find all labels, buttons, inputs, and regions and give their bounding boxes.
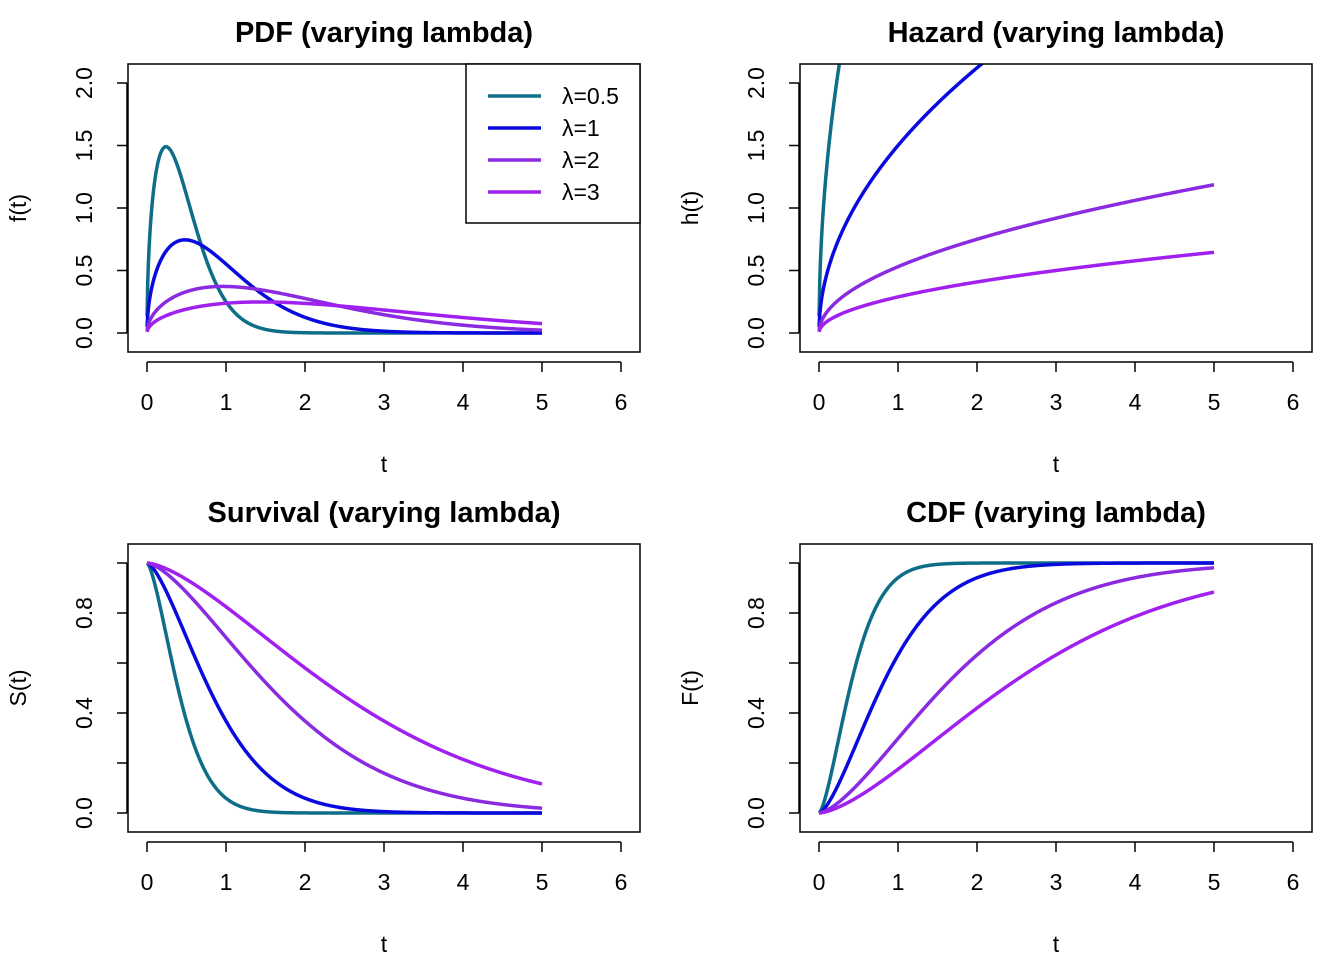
x-tick-label: 3 (1050, 389, 1063, 415)
x-tick-label: 0 (141, 389, 154, 415)
x-tick-label: 3 (378, 389, 391, 415)
x-tick-label: 6 (1287, 389, 1300, 415)
y-tick-label: 1.0 (71, 192, 97, 224)
x-axis-label: t (1053, 451, 1060, 477)
chart-title: PDF (varying lambda) (235, 17, 533, 49)
x-tick-label: 4 (457, 869, 470, 895)
y-tick-label: 0.5 (743, 255, 769, 287)
legend-label: λ=0.5 (562, 83, 619, 109)
y-axis-label: f(t) (5, 194, 31, 222)
y-tick-label: 0.8 (743, 597, 769, 629)
chart-title: CDF (varying lambda) (906, 497, 1206, 529)
x-tick-label: 2 (299, 869, 312, 895)
x-tick-label: 4 (457, 389, 470, 415)
y-tick-label: 0.4 (743, 697, 769, 729)
y-tick-label: 0.0 (71, 797, 97, 829)
x-tick-label: 2 (971, 869, 984, 895)
y-tick-label: 0.8 (71, 597, 97, 629)
y-tick-label: 0.0 (743, 797, 769, 829)
x-tick-label: 3 (1050, 869, 1063, 895)
x-tick-label: 1 (220, 389, 233, 415)
legend: λ=0.5 λ=1 λ=2 λ=3 (466, 64, 640, 223)
y-tick-label: 0.0 (71, 317, 97, 349)
chart-title: Hazard (varying lambda) (888, 17, 1225, 49)
x-tick-label: 5 (1208, 869, 1221, 895)
x-tick-label: 4 (1129, 869, 1142, 895)
x-axis-label: t (381, 931, 388, 957)
x-tick-label: 1 (220, 869, 233, 895)
legend-label: λ=1 (562, 115, 600, 141)
x-tick-label: 6 (615, 869, 628, 895)
x-tick-label: 1 (892, 869, 905, 895)
x-tick-label: 6 (1287, 869, 1300, 895)
chart-title: Survival (varying lambda) (208, 497, 561, 529)
legend-label: λ=3 (562, 179, 600, 205)
x-tick-label: 0 (813, 869, 826, 895)
y-axis-label: S(t) (5, 669, 31, 706)
x-tick-label: 3 (378, 869, 391, 895)
x-tick-label: 1 (892, 389, 905, 415)
y-tick-label: 1.0 (743, 192, 769, 224)
x-tick-label: 2 (299, 389, 312, 415)
x-axis-label: t (381, 451, 388, 477)
y-tick-label: 2.0 (71, 67, 97, 99)
y-tick-label: 1.5 (71, 130, 97, 162)
y-tick-label: 0.0 (743, 317, 769, 349)
x-axis-label: t (1053, 931, 1060, 957)
x-tick-label: 5 (536, 389, 549, 415)
x-tick-label: 0 (813, 389, 826, 415)
legend-label: λ=2 (562, 147, 600, 173)
x-tick-label: 0 (141, 869, 154, 895)
y-tick-label: 1.5 (743, 130, 769, 162)
y-tick-label: 2.0 (743, 67, 769, 99)
x-tick-label: 5 (1208, 389, 1221, 415)
x-tick-label: 2 (971, 389, 984, 415)
x-tick-label: 4 (1129, 389, 1142, 415)
y-axis-label: F(t) (677, 670, 703, 706)
y-tick-label: 0.5 (71, 255, 97, 287)
x-tick-label: 5 (536, 869, 549, 895)
x-tick-label: 6 (615, 389, 628, 415)
y-axis-label: h(t) (677, 191, 703, 226)
y-tick-label: 0.4 (71, 697, 97, 729)
